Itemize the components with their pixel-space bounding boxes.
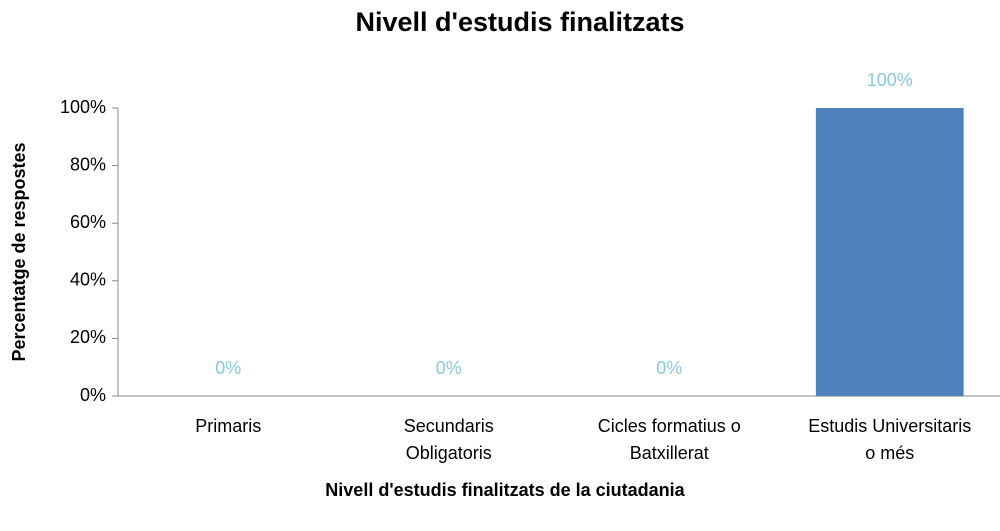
- y-tick-label: 40%: [70, 270, 106, 290]
- x-axis-label: Nivell d'estudis finalitzats de la ciuta…: [325, 480, 685, 500]
- y-tick-label: 20%: [70, 327, 106, 347]
- bar: [815, 108, 964, 396]
- data-label: 100%: [867, 70, 913, 90]
- x-tick-label: Primaris: [195, 416, 262, 436]
- y-tick-label: 60%: [70, 212, 106, 232]
- x-tick-label: Cicles formatius o Batxillerat: [597, 416, 741, 463]
- chart-title: Nivell d'estudis finalitzats: [356, 7, 685, 37]
- data-label: 0%: [656, 358, 682, 378]
- y-axis-label: Percentatge de respostes: [9, 142, 29, 361]
- y-tick-label: 100%: [60, 97, 106, 117]
- x-tick-label: Estudis Universitaris o més: [808, 416, 972, 463]
- data-label: 0%: [436, 358, 462, 378]
- x-tick-label: Secundaris Obligatoris: [403, 416, 494, 463]
- y-tick-label: 0%: [80, 385, 106, 405]
- data-label: 0%: [215, 358, 241, 378]
- y-tick-label: 80%: [70, 154, 106, 174]
